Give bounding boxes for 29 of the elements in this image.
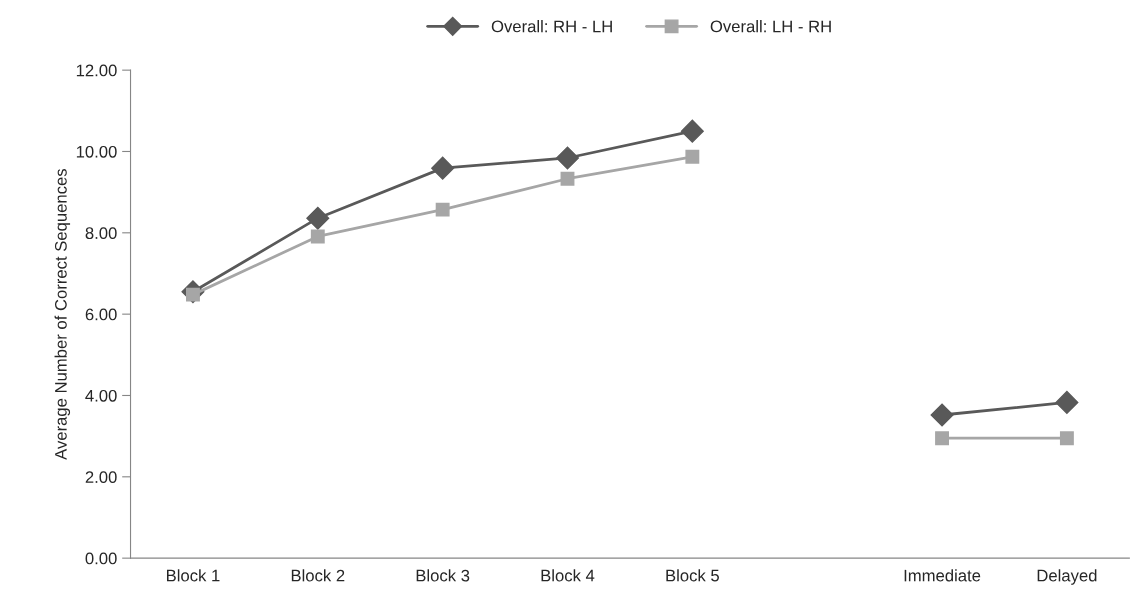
- x-tick-label: Block 2: [291, 569, 345, 582]
- legend-label: Overall: RH - LH: [491, 20, 612, 33]
- point: [560, 171, 575, 186]
- point: [310, 229, 325, 244]
- point: [435, 202, 450, 217]
- y-tick-label: 8.00: [85, 227, 117, 240]
- x-tick-label: Immediate: [904, 569, 981, 582]
- point: [556, 146, 579, 170]
- y-tick-label: 10.00: [76, 145, 117, 158]
- y-tick-label: 2.00: [85, 471, 117, 484]
- point: [1059, 431, 1074, 446]
- point: [935, 431, 949, 446]
- x-tick-label: Block 4: [541, 569, 595, 582]
- point: [680, 119, 704, 143]
- legend-label: Overall: LH - RH: [710, 20, 831, 33]
- x-tick-label: Delayed: [1037, 569, 1097, 585]
- x-tick-label: Block 3: [416, 569, 470, 582]
- point: [930, 403, 954, 427]
- y-tick-label: 4.00: [85, 389, 117, 402]
- y-tick-label: 6.00: [85, 308, 117, 321]
- point: [1055, 390, 1079, 414]
- y-axis-title: Average Number of Correct Sequences: [54, 168, 71, 460]
- x-tick-label: Block 5: [666, 569, 719, 582]
- point: [306, 206, 330, 230]
- y-tick-label: 0.00: [85, 552, 117, 565]
- point: [685, 149, 700, 164]
- x-tick-label: Block 1: [166, 569, 220, 582]
- y-tick-label: 12.00: [76, 64, 117, 77]
- point: [431, 156, 455, 180]
